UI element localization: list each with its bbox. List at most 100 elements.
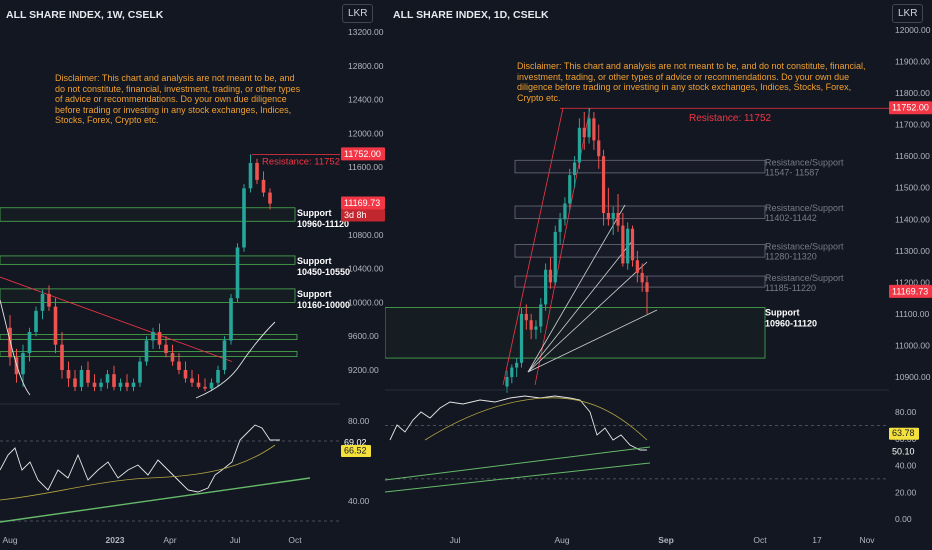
resistance-price-tag-left: 11752.00 [344,149,381,159]
candle-body-left-40 [268,192,272,204]
fan-line-right-0 [527,204,626,373]
price-tick-left-6: 10400.00 [348,264,384,274]
candle-body-right-27 [635,260,639,273]
fan-line-right-1 [527,239,634,373]
rs-zone-right-1 [514,205,766,220]
fan-line-right-2 [527,261,648,373]
time-tick-left-1: 2023 [106,535,125,545]
candle-body-left-3 [27,331,32,354]
rsi-value-right-0: 63.78 [892,428,915,438]
candle-body-left-23 [157,331,162,345]
candle-body-right-17 [587,118,591,138]
candle-body-left-38 [255,162,259,180]
candle-body-left-5 [40,293,45,311]
trendline-left [0,276,233,362]
rs-range-right-3: 11185-11220 [765,283,816,293]
time-tick-right-2: Sep [658,535,674,545]
candle-body-right-3 [519,313,524,363]
countdown-tag-left-bg [341,209,385,222]
candle-body-left-29 [196,382,201,387]
candle-body-left-37 [248,162,253,189]
candle-body-left-25 [170,353,175,362]
price-tick-right-4: 11600.00 [895,151,930,161]
rs-label-right-2: Resistance/Support [765,242,844,252]
candle-body-right-21 [606,212,610,220]
candle-body-right-5 [529,320,533,330]
rsi-trendline-right-0 [385,446,651,481]
candle-body-right-23 [616,212,620,226]
daily-chart-svg[interactable]: 12000.00 11900.00 11800.00 11700.00 11600.00… [385,0,932,550]
candle-body-left-26 [177,361,181,370]
resistance-label-left: Resistance: 11752 [262,156,340,167]
candle-body-left-18 [125,382,129,387]
candle-body-left-0 [8,327,12,358]
rs-zone-right-0 [514,159,766,174]
rs-zone-right-3 [514,275,766,288]
resistance-price-tag-right: 11752.00 [892,103,929,113]
rsi-value-right-1: 50.10 [892,446,915,456]
price-tick-left-7: 10000.00 [348,297,384,307]
candle-body-right-13 [568,175,572,204]
candle-body-right-10 [553,231,557,283]
candle-body-left-24 [164,344,168,354]
candle-body-left-15 [105,374,110,383]
candle-body-left-17 [118,382,123,387]
weekly-chart-svg[interactable]: 13200.00 12800.00 12400.00 12000.00 11600.00… [0,0,385,550]
disclaimer-right: Disclaimer: This chart and analysis are … [517,61,866,103]
candle-body-right-29 [645,282,649,292]
price-tick-left-1: 12800.00 [348,61,384,71]
candle-body-left-30 [203,386,207,389]
rsi-tick-right-2: 40.00 [895,461,917,471]
candle-body-right-9 [548,269,553,283]
rs-range-right-0: 11547- 11587 [765,167,819,177]
candle-body-right-24 [621,225,625,264]
price-tick-left-5: 10800.00 [348,230,384,240]
rsi-tick-left-0: 80.00 [348,416,370,426]
support-zone-left-1 [0,255,296,265]
candle-body-left-20 [138,361,142,383]
candle-body-right-26 [630,228,635,261]
daily-chart-pane[interactable]: 12000.00 11900.00 11800.00 11700.00 11600.00… [385,0,932,550]
candle-body-left-31 [209,382,214,389]
candle-body-left-34 [229,298,233,341]
candle-body-left-9 [66,370,71,379]
rs-range-right-1: 11402-11442 [765,213,817,223]
rs-label-right-1: Resistance/Support [765,203,844,213]
currency-button-left[interactable]: LKR [342,4,374,23]
candle-body-right-11 [558,219,562,232]
rsi-value-left-1: 66.52 [344,445,367,455]
candle-body-left-2 [21,353,25,375]
countdown-tag-left: 3d 8h [344,210,367,220]
support-label-left-1: Support [297,256,332,266]
time-tick-right-1: Aug [554,535,569,545]
price-tick-left-3: 12000.00 [348,128,384,138]
extra-zone-left-1 [0,351,298,357]
price-tick-left-8: 9600.00 [348,331,379,341]
price-tick-right-11: 10900.00 [895,372,931,382]
support-label-left-2: Support [297,289,332,299]
resistance-label-right: Resistance: 11752 [689,113,772,124]
candle-body-left-14 [99,382,103,387]
resistance-price-tag-right-bg [889,101,932,115]
price-tick-right-8: 11200.00 [895,277,930,287]
rsi-value-right-1-bg [889,445,919,458]
candle-body-left-16 [112,374,116,387]
candle-body-right-14 [572,162,577,176]
time-tick-right-3: Oct [753,535,767,545]
rs-label-right-3: Resistance/Support [765,273,844,283]
candle-body-right-8 [544,269,548,305]
currency-button-right[interactable]: LKR [892,4,924,23]
weekly-chart-pane[interactable]: 13200.00 12800.00 12400.00 12000.00 11600.00… [0,0,385,550]
time-tick-left-0: Aug [2,535,17,545]
candle-body-left-6 [47,293,51,307]
rsi-line-left [0,424,280,493]
rsi-tick-right-4: 0.00 [895,514,912,524]
candle-body-right-28 [640,272,644,283]
support-label-left-0: Support [297,208,332,218]
candle-body-right-6 [534,326,538,330]
candle-body-right-19 [597,140,601,157]
candle-body-right-15 [577,127,582,163]
channel-curve-left [0,299,276,399]
price-tick-right-2: 11800.00 [895,88,930,98]
candle-body-left-11 [79,370,84,387]
